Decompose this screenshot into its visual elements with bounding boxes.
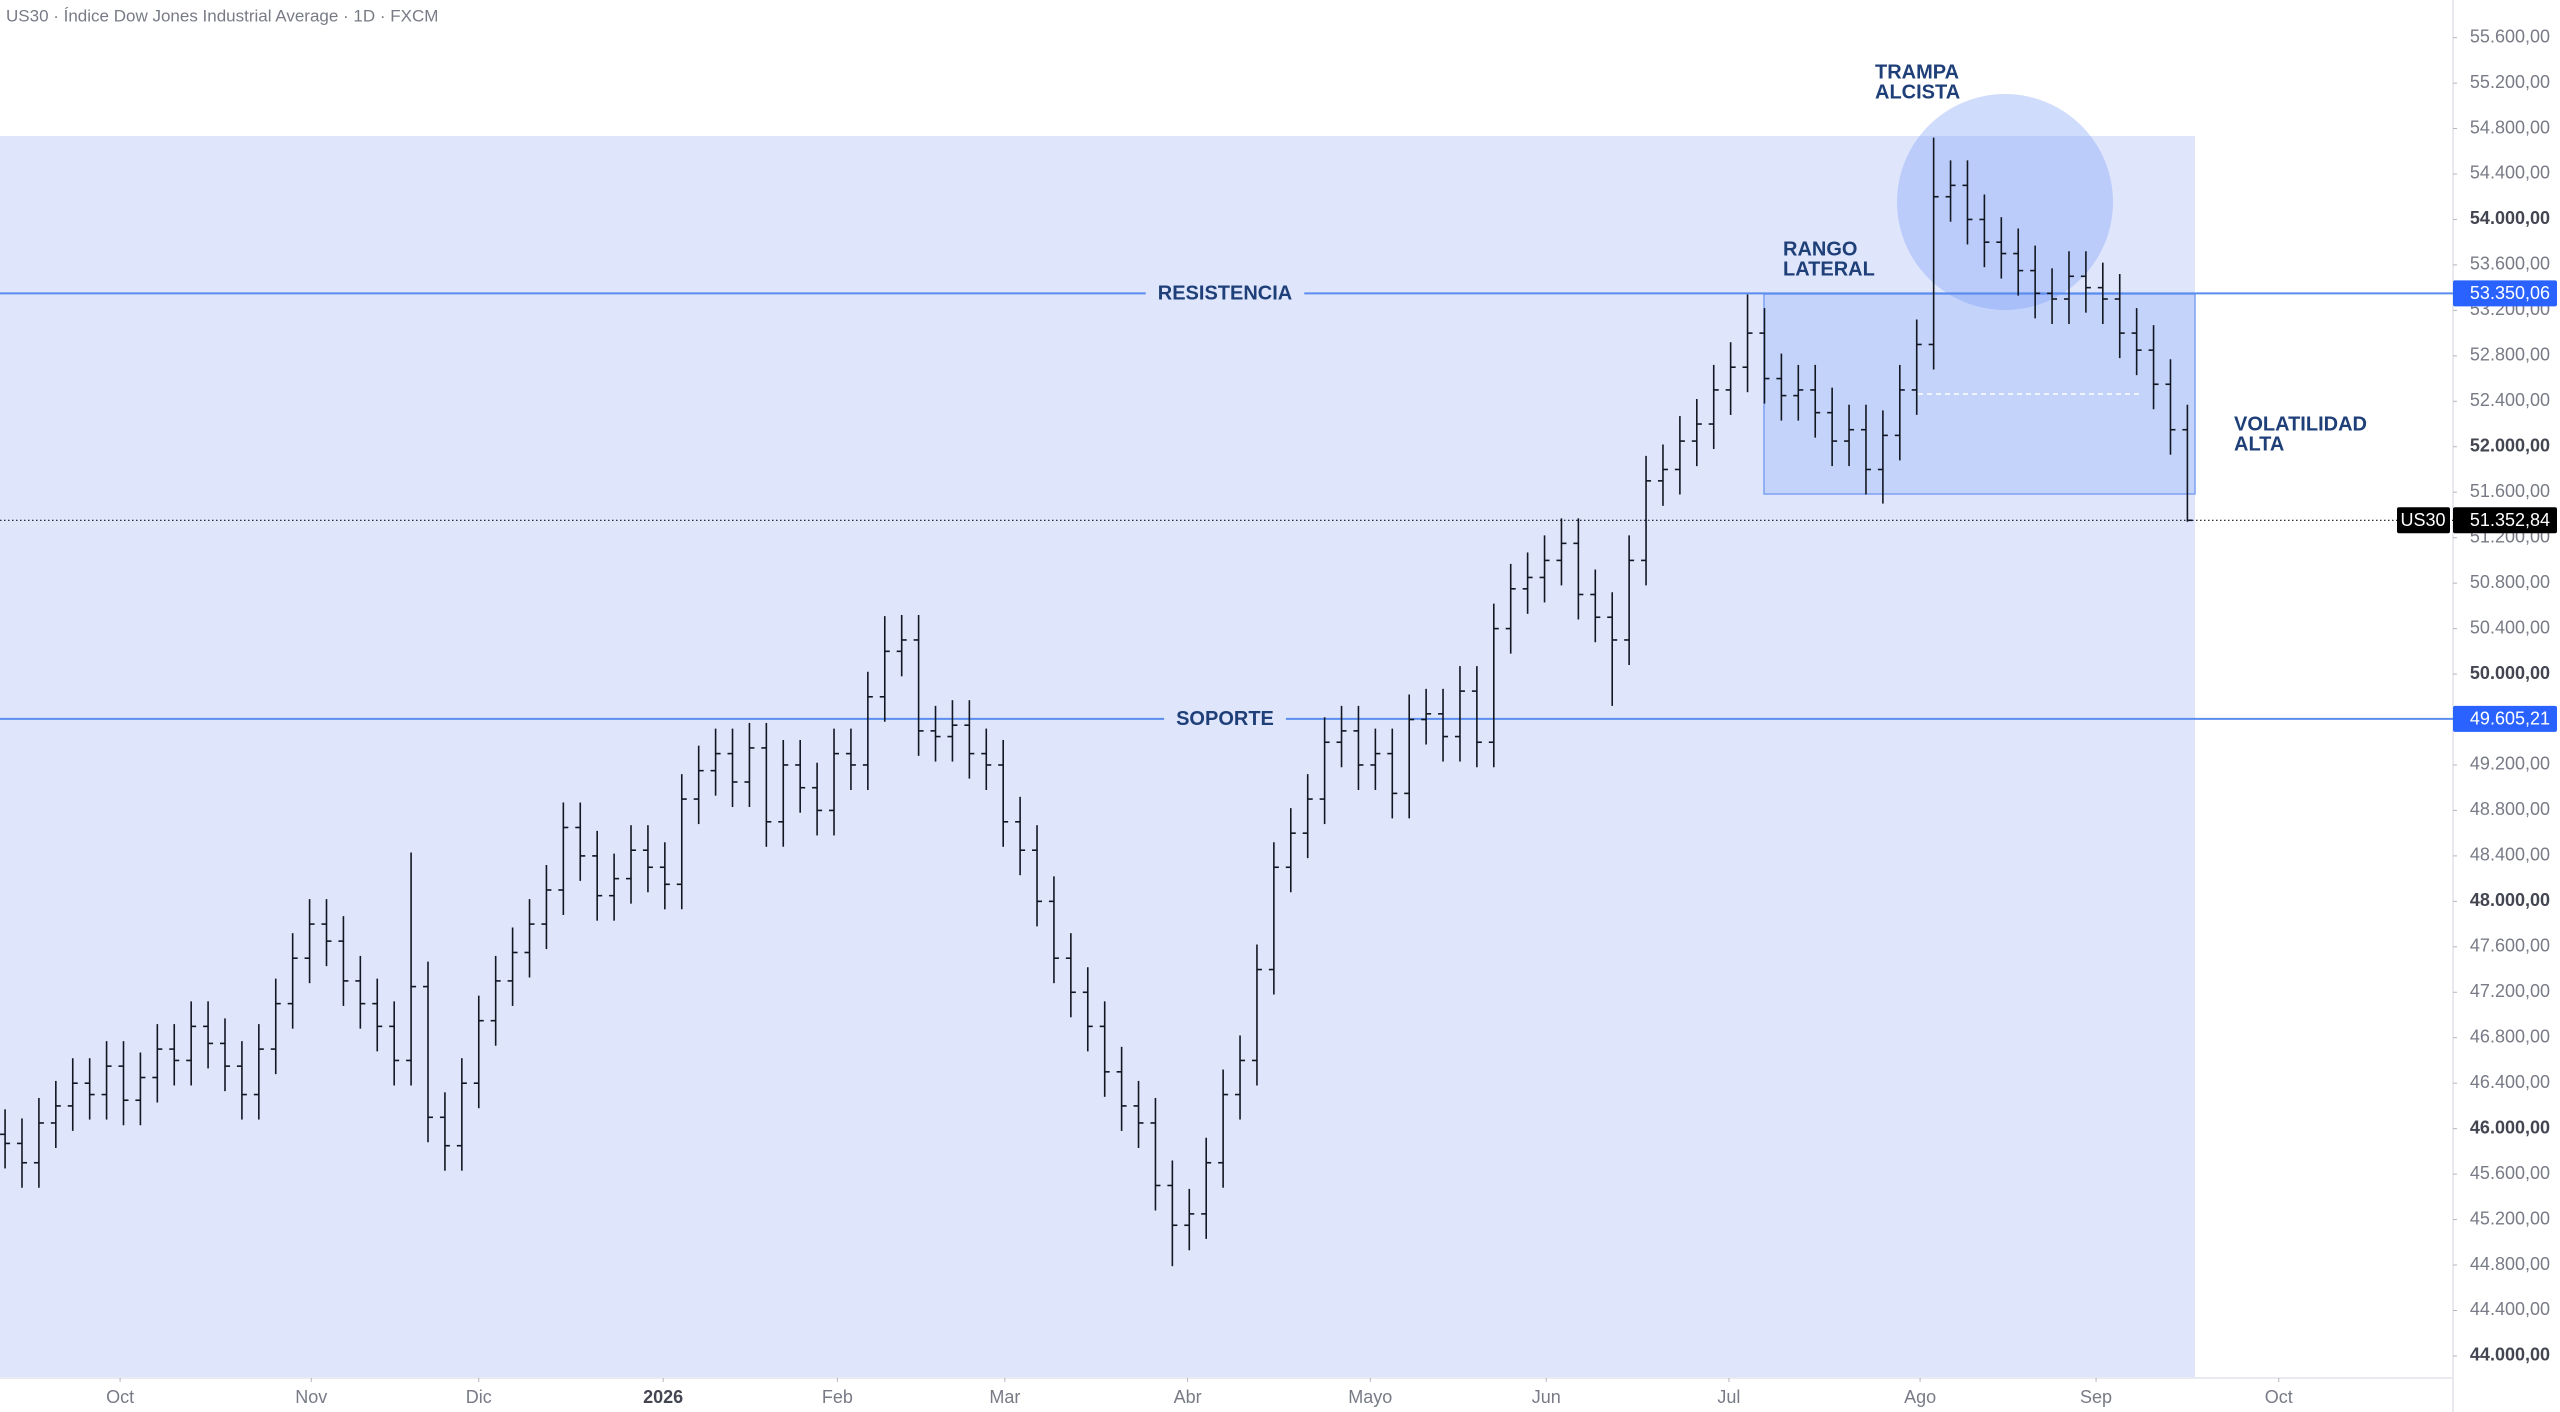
x-tick-label: Sep <box>2080 1387 2112 1407</box>
level-price-tag <box>2453 705 2557 732</box>
last-price-label: 51.352,84 <box>2470 510 2550 530</box>
level-price-label: 49.605,21 <box>2470 709 2550 729</box>
y-tick-label: 44.000,00 <box>2470 1345 2550 1365</box>
y-tick-label: 53.600,00 <box>2470 254 2550 274</box>
level-name: RESISTENCIA <box>1158 283 1292 305</box>
annotation: ALTA <box>2234 433 2284 455</box>
y-tick-label: 46.400,00 <box>2470 1072 2550 1092</box>
annotation: RANGO <box>1783 238 1857 260</box>
y-tick-label: 46.800,00 <box>2470 1026 2550 1046</box>
last-price-tag <box>2453 507 2557 534</box>
annotation: TRAMPA <box>1875 61 1959 83</box>
y-tick-label: 47.200,00 <box>2470 981 2550 1001</box>
annotation: ALCISTA <box>1875 81 1960 103</box>
y-tick-label: 48.400,00 <box>2470 845 2550 865</box>
y-tick-label: 49.200,00 <box>2470 754 2550 774</box>
y-tick-label: 52.800,00 <box>2470 345 2550 365</box>
x-tick-label: Oct <box>2265 1387 2293 1407</box>
x-tick-label: Ago <box>1904 1387 1936 1407</box>
y-tick-label: 54.800,00 <box>2470 117 2550 137</box>
y-tick-label: 50.800,00 <box>2470 572 2550 592</box>
y-tick-label: 45.600,00 <box>2470 1163 2550 1183</box>
y-tick-label: 54.400,00 <box>2470 163 2550 183</box>
x-tick-label: 2026 <box>643 1387 683 1407</box>
range-box <box>1763 293 2196 495</box>
symbol-label: US30 <box>2400 510 2445 530</box>
y-tick-label: 47.600,00 <box>2470 936 2550 956</box>
y-tick-label: 50.400,00 <box>2470 617 2550 637</box>
annotation: LATERAL <box>1783 258 1875 280</box>
level-price-label: 53.350,06 <box>2470 283 2550 303</box>
y-tick-label: 46.000,00 <box>2470 1117 2550 1137</box>
y-tick-label: 54.000,00 <box>2470 208 2550 228</box>
x-tick-label: Dic <box>466 1387 492 1407</box>
level-name: SOPORTE <box>1176 708 1274 730</box>
y-tick-label: 48.800,00 <box>2470 799 2550 819</box>
x-tick-label: Feb <box>822 1387 853 1407</box>
x-tick-label: Jul <box>1717 1387 1740 1407</box>
y-tick-label: 45.200,00 <box>2470 1208 2550 1228</box>
level-name-bg <box>1164 706 1286 733</box>
x-tick-label: Oct <box>106 1387 134 1407</box>
y-tick-label: 50.000,00 <box>2470 663 2550 683</box>
level-price-tag <box>2453 280 2557 307</box>
chart-title: US30 · Índice Dow Jones Industrial Avera… <box>6 6 438 25</box>
y-tick-label: 44.800,00 <box>2470 1254 2550 1274</box>
y-tick-label: 55.200,00 <box>2470 72 2550 92</box>
y-tick-label: 52.400,00 <box>2470 390 2550 410</box>
y-tick-label: 52.000,00 <box>2470 436 2550 456</box>
y-tick-label: 55.600,00 <box>2470 26 2550 46</box>
y-tick-label: 44.400,00 <box>2470 1299 2550 1319</box>
y-tick-label: 51.600,00 <box>2470 481 2550 501</box>
symbol-tag <box>2397 507 2450 534</box>
x-tick-label: Jun <box>1532 1387 1561 1407</box>
x-tick-label: Nov <box>295 1387 327 1407</box>
annotation: VOLATILIDAD <box>2234 413 2367 435</box>
level-name-bg <box>1145 280 1305 307</box>
x-tick-label: Mar <box>989 1387 1020 1407</box>
trap-circle <box>1897 94 2113 310</box>
x-tick-label: Abr <box>1174 1387 1202 1407</box>
x-tick-label: Mayo <box>1348 1387 1392 1407</box>
y-tick-label: 48.000,00 <box>2470 890 2550 910</box>
